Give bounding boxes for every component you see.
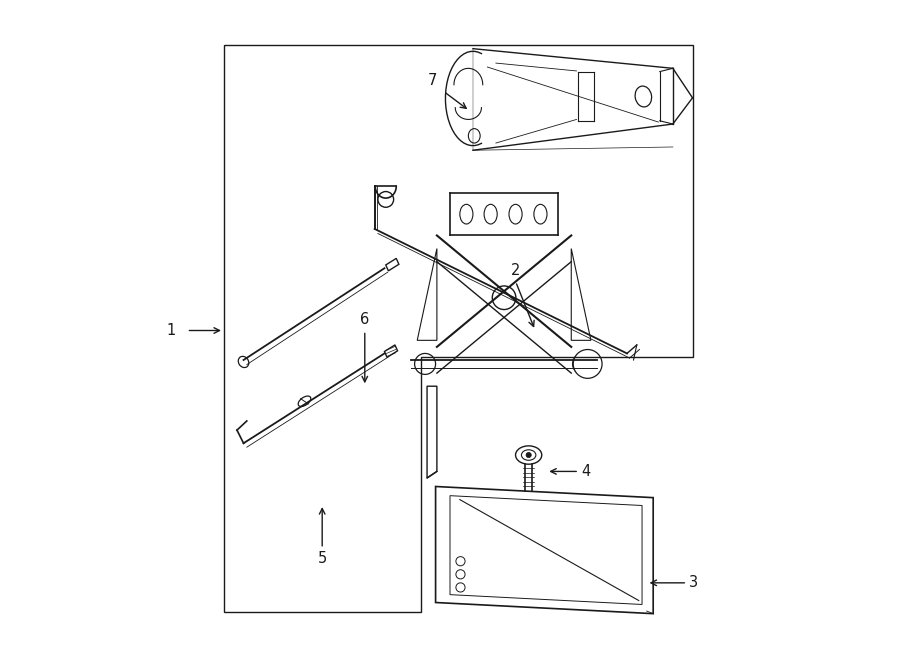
Text: 4: 4: [581, 464, 590, 479]
Ellipse shape: [238, 356, 248, 368]
Circle shape: [492, 286, 516, 309]
Text: 5: 5: [318, 551, 327, 566]
Text: 2: 2: [511, 263, 520, 278]
Ellipse shape: [516, 446, 542, 464]
Circle shape: [415, 354, 436, 374]
Text: 1: 1: [166, 323, 176, 338]
Circle shape: [526, 452, 531, 457]
Circle shape: [572, 354, 593, 374]
Text: 7: 7: [428, 73, 436, 88]
Text: 6: 6: [360, 312, 369, 327]
Ellipse shape: [298, 396, 310, 407]
Text: 3: 3: [689, 575, 698, 590]
Circle shape: [573, 350, 602, 378]
Circle shape: [378, 192, 393, 208]
